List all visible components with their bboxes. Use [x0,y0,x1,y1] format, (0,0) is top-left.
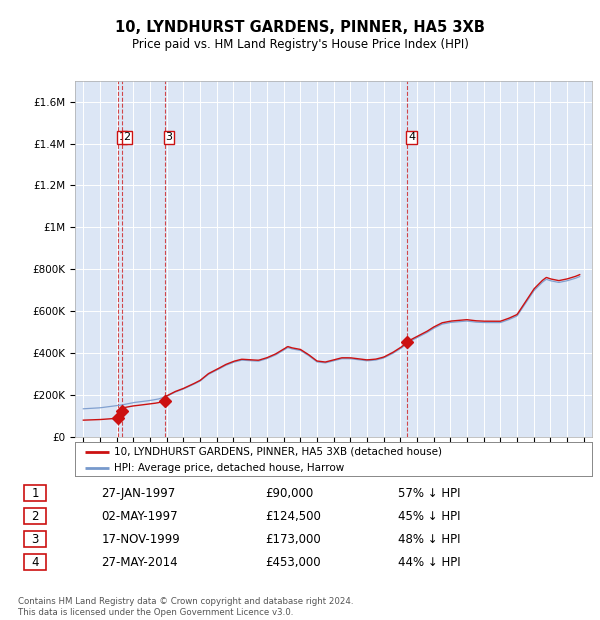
Text: 3: 3 [166,132,173,142]
Text: 48% ↓ HPI: 48% ↓ HPI [398,533,460,546]
Text: 57% ↓ HPI: 57% ↓ HPI [398,487,460,500]
Text: £453,000: £453,000 [265,556,321,569]
Text: 27-MAY-2014: 27-MAY-2014 [101,556,178,569]
Text: 4: 4 [31,556,39,569]
Text: HPI: Average price, detached house, Harrow: HPI: Average price, detached house, Harr… [114,463,344,472]
FancyBboxPatch shape [24,531,46,547]
Text: 2: 2 [123,132,130,142]
Text: 1: 1 [119,132,126,142]
Text: £124,500: £124,500 [265,510,322,523]
Text: 45% ↓ HPI: 45% ↓ HPI [398,510,460,523]
FancyBboxPatch shape [24,485,46,502]
Text: 02-MAY-1997: 02-MAY-1997 [101,510,178,523]
Text: 4: 4 [408,132,415,142]
Text: 17-NOV-1999: 17-NOV-1999 [101,533,180,546]
Text: 27-JAN-1997: 27-JAN-1997 [101,487,176,500]
Text: Price paid vs. HM Land Registry's House Price Index (HPI): Price paid vs. HM Land Registry's House … [131,38,469,51]
Text: 10, LYNDHURST GARDENS, PINNER, HA5 3XB: 10, LYNDHURST GARDENS, PINNER, HA5 3XB [115,20,485,35]
FancyBboxPatch shape [24,508,46,525]
Text: 1: 1 [31,487,39,500]
Text: 2: 2 [31,510,39,523]
Text: £173,000: £173,000 [265,533,321,546]
Text: £90,000: £90,000 [265,487,314,500]
Text: 3: 3 [31,533,39,546]
Text: 44% ↓ HPI: 44% ↓ HPI [398,556,461,569]
FancyBboxPatch shape [24,554,46,570]
Text: 10, LYNDHURST GARDENS, PINNER, HA5 3XB (detached house): 10, LYNDHURST GARDENS, PINNER, HA5 3XB (… [114,446,442,456]
Text: Contains HM Land Registry data © Crown copyright and database right 2024.
This d: Contains HM Land Registry data © Crown c… [18,598,353,617]
